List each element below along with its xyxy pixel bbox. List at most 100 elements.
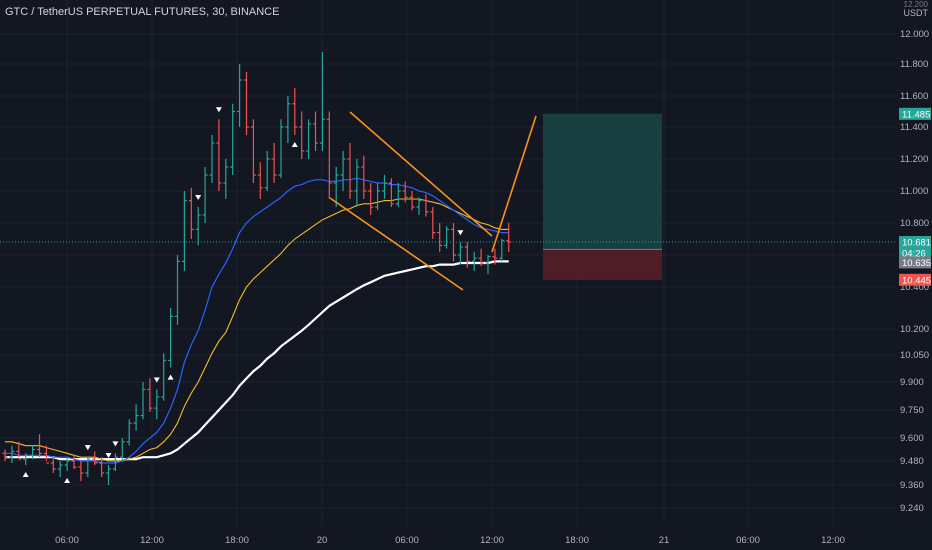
candle: [499, 239, 505, 262]
candle: [216, 119, 222, 191]
price-axis-unit: 12.200 USDT: [904, 0, 929, 18]
y-tick-label: 9.360: [900, 480, 924, 491]
y-tick-label: 9.600: [900, 433, 924, 444]
candle: [354, 159, 360, 207]
candle: [119, 438, 125, 461]
signal-down-marker: [195, 195, 202, 200]
candle: [161, 353, 167, 401]
candle: [37, 434, 42, 458]
candle: [154, 389, 160, 420]
candle: [223, 159, 229, 199]
candle: [271, 143, 277, 183]
y-tick-label: 9.900: [900, 377, 924, 388]
candle: [292, 88, 298, 135]
ema-fast-line: [5, 177, 509, 464]
price-tag-bg: [899, 236, 931, 249]
candle: [195, 207, 201, 246]
candle: [368, 183, 374, 215]
y-tick-label: 10.800: [900, 218, 929, 229]
candle: [430, 207, 436, 239]
x-tick-label: 12:00: [140, 535, 164, 546]
signal-down-marker: [457, 230, 464, 236]
candle: [416, 197, 422, 215]
price-tag-label: 04:26: [902, 249, 926, 260]
ema-slow-line: [5, 260, 509, 461]
candle: [257, 162, 263, 199]
breakout-projection-line: [491, 115, 537, 253]
candle: [9, 445, 15, 463]
price-tag-label: 11.485: [902, 109, 930, 120]
y-tick-label: 11.200: [900, 154, 928, 165]
candle: [437, 223, 443, 252]
x-tick-label: 20: [317, 535, 328, 546]
signal-down-marker: [105, 453, 112, 458]
candle: [78, 461, 84, 481]
candle: [264, 151, 270, 191]
candle: [188, 187, 194, 239]
candle: [99, 457, 105, 477]
candle: [478, 248, 484, 267]
candle: [382, 175, 387, 199]
target-zone: [543, 113, 662, 250]
signal-down-marker: [215, 107, 222, 113]
wedge-upper-line: [349, 111, 493, 237]
candle: [471, 251, 477, 271]
y-tick-label: 10.050: [900, 350, 929, 361]
signal-up-marker: [291, 142, 298, 147]
signal-down-marker: [153, 377, 160, 383]
candle: [306, 119, 312, 159]
candle: [71, 455, 77, 469]
candle: [464, 242, 470, 268]
candle: [57, 461, 63, 477]
candle: [209, 135, 215, 183]
candle: [361, 155, 367, 199]
stop-zone: [543, 249, 662, 280]
candle: [147, 378, 153, 412]
x-tick-label: 06:00: [395, 535, 419, 546]
candle: [395, 183, 401, 207]
price-tag-bg: [899, 273, 931, 286]
candle: [485, 255, 491, 275]
candle: [347, 143, 353, 199]
candle: [64, 457, 70, 471]
candle: [202, 167, 208, 223]
candle: [230, 103, 236, 175]
candle: [133, 404, 139, 431]
candle: [326, 111, 332, 199]
chart-title: GTC / TetherUS PERPETUAL FUTURES, 30, BI…: [5, 6, 280, 18]
x-tick-label: 21: [659, 535, 670, 546]
candle: [92, 451, 98, 465]
candle: [181, 191, 187, 271]
candle: [30, 445, 36, 460]
unit-label: USDT: [903, 8, 929, 18]
candle: [175, 255, 180, 325]
candle: [423, 194, 429, 217]
signal-up-marker: [64, 478, 71, 483]
candle: [126, 419, 132, 446]
candle: [140, 382, 146, 420]
candle: [492, 248, 498, 265]
candle: [106, 465, 111, 485]
x-tick-label: 18:00: [225, 535, 249, 546]
price-tag-bg: [899, 107, 931, 120]
candle: [285, 96, 291, 143]
price-tag-label: 10.445: [902, 275, 931, 286]
candle: [313, 111, 318, 151]
candle: [333, 167, 339, 207]
candle: [250, 119, 256, 183]
candle: [409, 191, 415, 211]
candle: [444, 226, 450, 249]
y-tick-label: 9.480: [900, 456, 924, 467]
candle: [85, 457, 91, 477]
signal-down-marker: [112, 441, 119, 447]
price-tag-label: 10.635: [902, 258, 931, 269]
y-tick-label: 9.750: [900, 405, 924, 416]
candle: [278, 119, 284, 179]
y-tick-label: 10.200: [900, 324, 929, 335]
candle: [112, 453, 118, 471]
y-tick-label: 10.400: [900, 282, 929, 293]
x-tick-label: 12:00: [821, 535, 845, 546]
price-tag-bg: [899, 247, 931, 260]
price-tag-label: 10.681: [902, 238, 931, 249]
